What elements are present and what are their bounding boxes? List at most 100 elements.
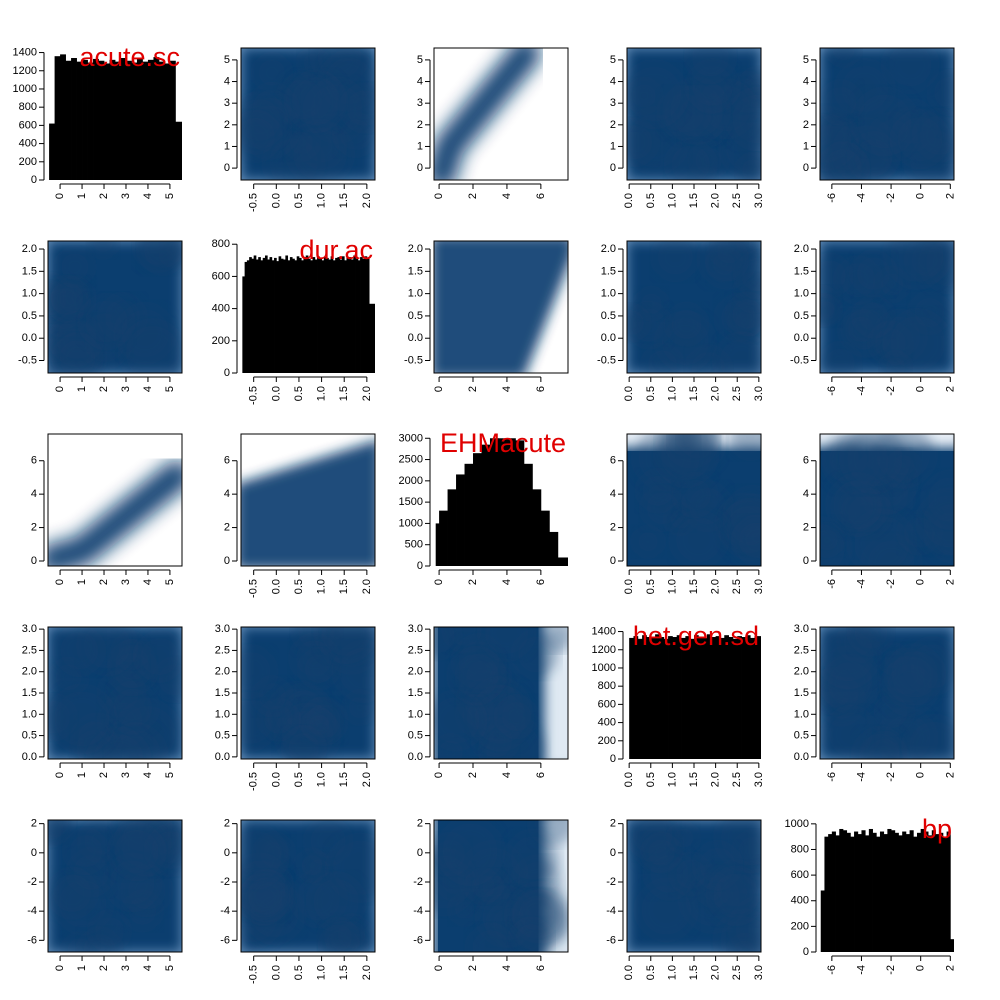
x-tick-label: 0: [433, 965, 445, 971]
y-tick-label: -6: [27, 934, 37, 946]
y-tick-label: 0: [610, 555, 616, 567]
y-tick-label: -6: [413, 934, 423, 946]
histogram-bar: [835, 835, 840, 952]
y-tick-label: 0.5: [22, 310, 37, 322]
x-tick-label: -6: [826, 772, 838, 782]
y-tick-label: 200: [598, 735, 616, 747]
histogram-bar: [728, 637, 734, 759]
y-tick-label: 0: [610, 162, 616, 174]
x-tick-label: 0: [54, 965, 66, 971]
histogram-bar: [928, 835, 933, 952]
panel-r5-c2: -0.5 0.0 0.5 1.0 1.5 2.0 -6 -4 -2 0 2: [220, 818, 376, 984]
x-tick-label: 2: [98, 579, 110, 585]
histogram-bar: [267, 259, 270, 373]
x-tick-label: 5: [164, 965, 176, 971]
density-blob: [497, 697, 536, 736]
x-tick-label: 0: [915, 193, 927, 199]
density-scatter: [48, 627, 182, 759]
x-tick-label: 1.0: [316, 193, 328, 208]
histogram-dur.ac: [242, 255, 375, 373]
x-tick-label: 2.0: [361, 772, 373, 787]
y-tick-label: -6: [220, 934, 230, 946]
histogram-bar: [147, 59, 154, 180]
variable-label: het.gen.sd: [633, 621, 759, 651]
histogram-bar: [854, 831, 859, 952]
density-blob: [627, 120, 657, 164]
x-tick-label: 0.0: [623, 772, 635, 787]
x-tick-label: 2: [944, 579, 956, 585]
y-tick-label: 0.0: [794, 751, 809, 763]
histogram-bar: [357, 260, 361, 373]
histogram-bar: [303, 257, 307, 373]
x-tick-label: 0: [433, 579, 445, 585]
density-region: [241, 440, 375, 566]
x-tick-label: 2: [944, 772, 956, 778]
density-blob: [820, 255, 851, 296]
histogram-bar: [301, 260, 304, 373]
panel-frame: [819, 47, 955, 181]
histogram-bar: [694, 635, 699, 759]
density-blob: [843, 434, 907, 491]
histogram-bar: [924, 831, 929, 952]
density-blob: [121, 321, 182, 373]
density-blob: [638, 471, 678, 511]
y-tick-label: 6: [31, 455, 37, 467]
histogram-bar: [274, 257, 277, 373]
x-tick-label: 1.5: [338, 579, 350, 594]
histogram-bar: [314, 259, 318, 373]
x-tick-label: 0.5: [293, 579, 305, 594]
x-tick-label: 1.5: [338, 772, 350, 787]
y-tick-label: 2: [31, 818, 37, 830]
histogram-bar: [253, 255, 257, 373]
histogram-bar: [262, 257, 266, 373]
y-tick-label: 0: [31, 555, 37, 567]
x-tick-label: 1.5: [338, 965, 350, 980]
density-blob: [319, 919, 357, 952]
x-tick-label: 0.5: [645, 193, 657, 208]
x-tick-label: 6: [535, 965, 547, 971]
x-tick-label: 1: [76, 193, 88, 199]
x-tick-label: 0: [54, 772, 66, 778]
x-tick-label: 2.0: [361, 193, 373, 208]
panel-r4-c5: -6 -4 -2 0 2 0.0 0.5 1.0 1.5 2.0 2.5 3.0: [794, 623, 957, 782]
histogram-bar: [264, 255, 268, 373]
y-tick-label: -6: [606, 934, 616, 946]
density-scatter: [48, 434, 182, 566]
y-tick-label: -2: [413, 876, 423, 888]
density-blob: [709, 869, 761, 923]
x-tick-label: 4: [501, 965, 513, 971]
density-blob: [438, 820, 502, 883]
histogram-bar: [891, 830, 896, 952]
x-tick-label: 2.0: [710, 772, 722, 787]
density-band: [434, 48, 541, 180]
density-blob: [344, 692, 375, 723]
histogram-bar: [946, 831, 951, 952]
density-blob: [667, 141, 715, 180]
y-tick-label: 2: [803, 119, 809, 131]
x-tick-label: -2: [885, 772, 897, 782]
density-blob: [715, 334, 761, 373]
x-tick-label: 0.5: [645, 579, 657, 594]
x-tick-label: 4: [501, 772, 513, 778]
x-tick-label: -0.5: [248, 386, 260, 405]
y-tick-label: 3.0: [408, 623, 423, 635]
x-tick-label: 2.0: [710, 386, 722, 401]
y-tick-label: 2500: [399, 454, 423, 466]
y-tick-label: 600: [19, 119, 37, 131]
y-tick-label: 0.0: [794, 332, 809, 344]
x-tick-label: 0.5: [293, 772, 305, 787]
x-tick-label: 1.5: [338, 386, 350, 401]
x-tick-label: 1.0: [316, 965, 328, 980]
density-scatter: [820, 48, 954, 180]
x-tick-label: 4: [142, 772, 154, 778]
y-tick-label: 5: [610, 54, 616, 66]
x-tick-label: 3: [120, 965, 132, 971]
density-blob: [687, 48, 734, 81]
y-tick-label: 0: [224, 555, 230, 567]
density-blob: [342, 85, 375, 131]
panel-r2-c5: -6 -4 -2 0 2 -0.5 0.0 0.5 1.0 1.5 2.0: [790, 240, 956, 396]
histogram-bar: [861, 830, 866, 952]
histogram-bar: [724, 635, 729, 759]
histogram-bar: [745, 635, 751, 759]
y-tick-label: 1000: [785, 818, 809, 830]
